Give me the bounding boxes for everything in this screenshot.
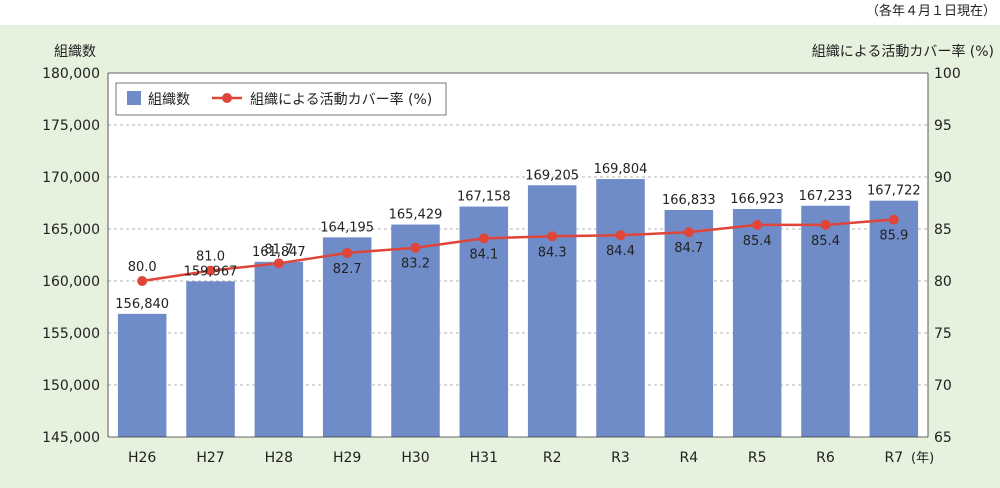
bar — [322, 237, 372, 437]
x-tick-label: H29 — [333, 450, 361, 466]
bar — [664, 209, 714, 437]
rate-value-label: 84.1 — [469, 247, 498, 262]
y-left-tick-label: 170,000 — [42, 170, 100, 186]
y-left-tick-label: 180,000 — [42, 66, 100, 82]
coverage-line — [137, 214, 899, 286]
y-right-tick-label: 95 — [934, 118, 952, 134]
bar-value-label: 161,847 — [252, 245, 306, 260]
y-left-tick-label: 165,000 — [42, 222, 100, 238]
line-point — [410, 242, 421, 253]
bar — [186, 281, 235, 437]
legend-line-label: 組織による活動カバー率 (%) — [250, 91, 432, 108]
y-left-tick-label: 155,000 — [42, 326, 100, 342]
line-point — [820, 219, 831, 230]
x-tick-label: R2 — [543, 450, 562, 466]
rate-value-label: 84.7 — [674, 241, 703, 256]
x-tick-label: R3 — [611, 450, 630, 466]
bar-value-label: 169,804 — [594, 162, 648, 177]
bar-value-label: 159,967 — [184, 264, 238, 279]
line-point — [547, 231, 558, 242]
bar — [117, 313, 167, 437]
x-tick-label: R4 — [680, 450, 699, 466]
y-left-tick-label: 160,000 — [42, 274, 100, 290]
rate-value-label: 81.0 — [196, 250, 225, 265]
y-right-tick-label: 70 — [934, 378, 952, 394]
bar — [596, 179, 645, 438]
rate-value-label: 82.7 — [333, 262, 362, 277]
line-point — [478, 233, 489, 244]
bars — [117, 179, 919, 438]
line-point — [888, 214, 899, 225]
line-point — [273, 258, 284, 269]
bar — [869, 200, 919, 437]
rate-value-label: 81.7 — [264, 242, 293, 257]
legend-box — [115, 82, 447, 116]
plot-area — [108, 73, 928, 437]
rate-value-label: 80.0 — [128, 260, 157, 275]
x-tick-label: R6 — [816, 450, 835, 466]
bar — [801, 205, 850, 437]
gridlines — [108, 124, 928, 386]
line-point — [615, 230, 626, 241]
rate-value-label: 84.4 — [606, 244, 635, 259]
data-labels: 156,840 159,967 161,847 164,195 165,429 167,1… — [115, 162, 920, 312]
line-point — [752, 219, 763, 230]
x-tick-label: H28 — [265, 450, 293, 466]
x-tick-label: H31 — [470, 450, 498, 466]
legend: 組織数 組織による活動カバー率 (%) — [115, 82, 447, 116]
coverage-line-path — [141, 218, 894, 283]
x-tick-label: H30 — [401, 450, 429, 466]
y-right-tick-label: 75 — [934, 326, 952, 342]
axes: 145,000 65 150,000 70 155,000 75 160,000 80 165,… — [42, 66, 961, 466]
x-tick-label: R7 — [885, 450, 904, 466]
x-tick-label: H27 — [196, 450, 224, 466]
bar — [254, 261, 304, 437]
y-right-tick-label: 85 — [934, 222, 952, 238]
date-note: （各年４月１日現在） — [866, 3, 996, 19]
legend-bar-swatch — [127, 91, 141, 105]
bar-value-label: 167,233 — [799, 189, 853, 204]
bar-value-label: 165,429 — [389, 208, 443, 223]
bar — [732, 209, 782, 437]
bar — [527, 185, 577, 437]
rate-value-label: 85.9 — [879, 229, 908, 244]
x-tick-label: R5 — [748, 450, 767, 466]
y-left-tick-label: 150,000 — [42, 378, 100, 394]
legend-line-marker — [222, 93, 232, 103]
line-point — [342, 247, 353, 258]
line-point — [205, 265, 216, 276]
bar-value-label: 166,833 — [662, 193, 716, 208]
rate-value-label: 83.2 — [401, 257, 430, 272]
bar — [391, 224, 440, 437]
year-unit: (年) — [911, 451, 934, 466]
bar-value-label: 164,195 — [320, 220, 374, 235]
bar-value-label: 156,840 — [115, 297, 169, 312]
rate-value-label: 85.4 — [811, 234, 840, 249]
right-axis-title: 組織による活動カバー率 (%) — [812, 43, 994, 60]
bar — [459, 206, 509, 437]
bar-value-label: 167,722 — [867, 184, 921, 199]
y-left-tick-label: 175,000 — [42, 118, 100, 134]
line-point — [137, 276, 148, 286]
y-right-tick-label: 80 — [934, 274, 952, 290]
y-right-tick-label: 100 — [934, 66, 961, 82]
rate-value-label: 85.4 — [743, 234, 772, 249]
left-axis-title: 組織数 — [54, 44, 96, 60]
y-right-tick-label: 65 — [934, 430, 952, 446]
bar-value-label: 167,158 — [457, 190, 511, 205]
bar-value-label: 169,205 — [525, 168, 579, 183]
x-tick-label: H26 — [128, 450, 156, 466]
legend-bar-label: 組織数 — [148, 92, 190, 108]
line-point — [683, 227, 694, 238]
y-left-tick-label: 145,000 — [42, 430, 100, 446]
bar-value-label: 166,923 — [730, 192, 784, 207]
y-right-tick-label: 90 — [934, 170, 952, 186]
rate-value-label: 84.3 — [538, 245, 567, 260]
